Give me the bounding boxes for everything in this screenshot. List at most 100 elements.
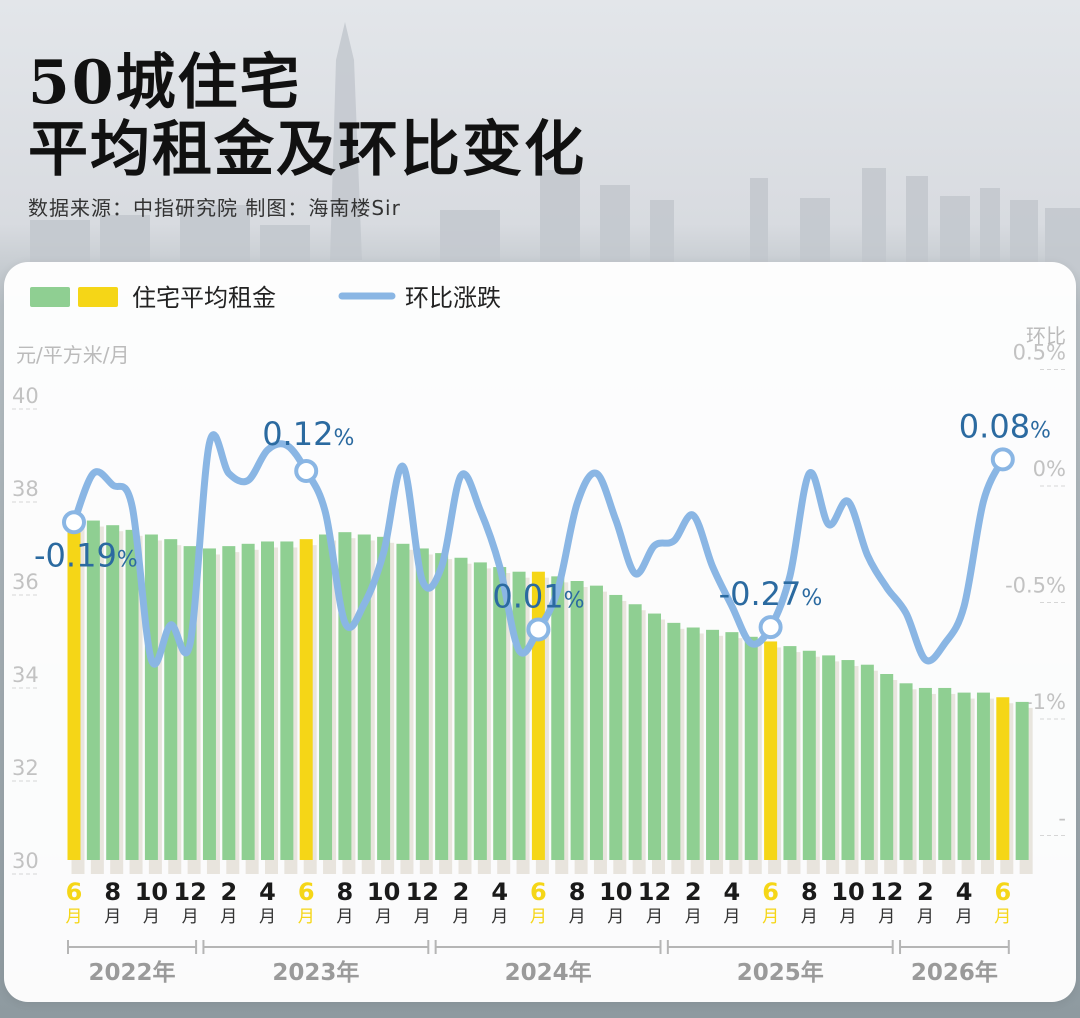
legend: 住宅平均租金 环比涨跌 [30, 284, 501, 312]
month-number: 2 [917, 878, 934, 906]
annotation-label: 0.08% [959, 407, 1051, 445]
rent-bar [319, 534, 333, 860]
month-unit: 月 [685, 907, 702, 927]
rent-bar [261, 541, 274, 860]
annotation-marker [62, 510, 86, 535]
mom-line-path [70, 431, 1007, 668]
legend-green-swatch [30, 287, 70, 307]
rent-bar [299, 539, 313, 860]
annotation-marker [758, 615, 783, 640]
annotation-marker [526, 617, 551, 642]
chart-title-line1: 50城住宅 [28, 48, 302, 118]
month-number: 2 [220, 878, 237, 906]
rent-bar [493, 567, 507, 860]
rent-bar [764, 641, 778, 860]
month-number: 8 [569, 878, 586, 906]
rent-bar [667, 622, 681, 860]
month-unit: 月 [453, 907, 470, 927]
year-label: 2023年 [272, 959, 359, 986]
annotation-value: -0.19 [34, 536, 117, 574]
rent-bar [396, 543, 410, 860]
right-tick-label: 0% [1033, 457, 1066, 481]
legend-yellow-swatch [78, 287, 118, 307]
month-number: 8 [104, 878, 121, 906]
rent-bar [551, 576, 565, 860]
month-number: 10 [135, 878, 168, 906]
rent-bar [725, 632, 739, 860]
annotation-label: 0.12% [262, 415, 354, 453]
month-number: 12 [870, 878, 903, 906]
month-unit: 月 [375, 907, 392, 927]
rent-bar [377, 536, 391, 860]
month-unit: 月 [259, 907, 276, 927]
rent-bar [164, 539, 178, 860]
month-number: 6 [762, 878, 779, 906]
title-block: 50城住宅 平均租金及环比变化 数据来源：中指研究院 制图：海南楼Sir [28, 48, 586, 221]
rent-bar [67, 515, 81, 860]
rent-bar [686, 627, 700, 860]
legend-bars-label: 住宅平均租金 [132, 284, 276, 312]
rent-bar [338, 532, 352, 860]
month-unit: 月 [956, 907, 973, 927]
month-number: 6 [994, 878, 1011, 906]
month-number: 12 [173, 878, 206, 906]
rent-bar [125, 529, 139, 860]
annotation-label: -0.27% [719, 575, 823, 613]
month-unit: 月 [220, 907, 237, 927]
month-unit: 月 [491, 907, 508, 927]
annotation-label: 0.01% [492, 577, 584, 615]
annotation-value: -0.27 [719, 575, 802, 613]
annotation-percent: % [1030, 418, 1051, 443]
right-axis-label: 环比 [1026, 324, 1066, 348]
mom-annotations: -0.19%0.12%0.01% -0.27%0.08% [34, 407, 1051, 642]
annotation-marker [990, 447, 1015, 472]
month-number: 2 [453, 878, 470, 906]
month-number: 6 [530, 878, 547, 906]
legend-line-label: 环比涨跌 [405, 284, 501, 312]
month-unit: 月 [878, 907, 895, 927]
left-axis-label: 元/平方米/月 [16, 343, 129, 367]
month-number: 6 [298, 878, 315, 906]
rent-bar [1015, 701, 1029, 860]
rent-bar [648, 613, 661, 860]
month-unit: 月 [182, 907, 199, 927]
month-unit: 月 [994, 907, 1011, 927]
rent-bar [106, 525, 120, 860]
left-axis-ticks: 40 38 36 34 32 30 [12, 384, 40, 875]
month-number: 8 [801, 878, 818, 906]
month-unit: 月 [104, 907, 121, 927]
rent-bar [222, 546, 236, 860]
month-unit: 月 [840, 907, 857, 927]
rent-bar [706, 629, 720, 860]
rent-bars [67, 515, 1033, 874]
left-tick-label: 34 [12, 663, 39, 687]
month-unit: 月 [607, 907, 624, 927]
month-unit: 月 [646, 907, 663, 927]
source-note: 数据来源：中指研究院 制图：海南楼Sir [28, 196, 401, 221]
month-number: 4 [259, 878, 276, 906]
rent-bar [802, 650, 816, 860]
month-number: 10 [831, 878, 864, 906]
rent-bar [899, 683, 913, 860]
annotation-value: 0.12 [262, 415, 333, 453]
left-tick-label: 36 [12, 570, 39, 594]
annotation-percent: % [333, 426, 354, 451]
month-unit: 月 [801, 907, 818, 927]
year-label: 2022年 [89, 959, 176, 986]
rent-bar [454, 557, 468, 860]
rent-bar [202, 548, 216, 860]
month-unit: 月 [66, 907, 83, 927]
month-unit: 月 [143, 907, 160, 927]
month-unit: 月 [917, 907, 934, 927]
rent-bar [918, 687, 932, 860]
month-unit: 月 [762, 907, 779, 927]
rent-bar [880, 674, 894, 860]
month-number: 10 [367, 878, 400, 906]
rent-bar [860, 664, 874, 860]
chart-title-line2: 平均租金及环比变化 [28, 115, 586, 186]
month-number: 12 [406, 878, 439, 906]
annotation-value: 0.01 [492, 577, 563, 615]
rent-bar [357, 534, 371, 860]
rent-bar [473, 562, 487, 860]
